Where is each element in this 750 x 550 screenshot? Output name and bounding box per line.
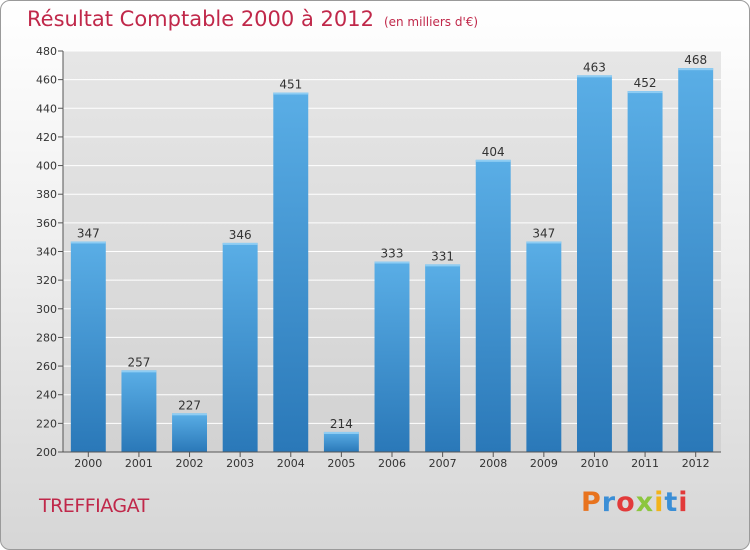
bar-highlight (273, 92, 309, 95)
y-tick-label: 320 (36, 274, 57, 287)
data-label: 347 (77, 226, 100, 240)
x-tick-label: 2009 (530, 457, 558, 470)
bar (172, 413, 208, 452)
x-axis: 2000 2001 2002 2003 2004 2005 2006 2007 2008 2009… (63, 451, 721, 470)
chart-title-text: Résultat Comptable 2000 à 2012 (27, 7, 374, 31)
x-tick-label: 2012 (682, 457, 710, 470)
bar-highlight (222, 242, 258, 245)
bar (323, 431, 359, 452)
chart-subtitle: (en milliers d'€) (383, 15, 479, 29)
y-tick-label: 460 (36, 74, 57, 87)
y-tick-label: 360 (36, 217, 57, 230)
bar (475, 159, 511, 453)
x-tick-label: 2000 (74, 457, 102, 470)
data-label: 227 (178, 398, 201, 412)
bar-highlight (374, 261, 410, 264)
bar-highlight (526, 241, 562, 244)
data-label: 347 (532, 226, 555, 240)
bar (374, 261, 410, 452)
y-tick-label: 340 (36, 246, 57, 259)
chart-title: Résultat Comptable 2000 à 2012 (en millie… (27, 7, 478, 31)
data-label: 331 (431, 249, 454, 263)
bar-highlight (425, 264, 461, 267)
x-tick-label: 2003 (226, 457, 254, 470)
x-tick-label: 2002 (176, 457, 204, 470)
bar-highlight (70, 241, 106, 244)
bar-highlight (576, 75, 612, 78)
data-label: 463 (583, 60, 606, 74)
data-label: 346 (229, 228, 252, 242)
data-label: 333 (381, 247, 404, 261)
x-tick-label: 2006 (378, 457, 406, 470)
x-tick-label: 2010 (580, 457, 608, 470)
data-label: 452 (634, 76, 657, 90)
data-label: 404 (482, 145, 505, 159)
bar-highlight (627, 91, 663, 94)
x-tick-label: 2005 (327, 457, 355, 470)
y-tick-label: 400 (36, 160, 57, 173)
y-tick-label: 260 (36, 360, 57, 373)
y-tick-label: 480 (36, 45, 57, 58)
y-tick-label: 200 (36, 446, 57, 459)
bar (70, 241, 106, 452)
bar (425, 264, 461, 452)
bar-highlight (475, 159, 511, 162)
bar (576, 75, 612, 452)
proxiti-logo: Proxiti (581, 487, 689, 518)
y-axis: 200 220 240 260 280 300 320 340 360 380 400 420 440 4… (36, 45, 64, 459)
bar (627, 91, 663, 452)
y-tick-label: 280 (36, 331, 57, 344)
y-tick-label: 240 (36, 389, 57, 402)
y-tick-label: 440 (36, 102, 57, 115)
bar-highlight (678, 68, 714, 71)
y-tick-label: 220 (36, 417, 57, 430)
y-tick-label: 300 (36, 303, 57, 316)
bar (273, 92, 309, 453)
bar-highlight (323, 431, 359, 434)
bars: 347 257 227 346 451 214 333 331 404 347 463 452 468 (70, 53, 714, 453)
x-tick-label: 2008 (479, 457, 507, 470)
bar (121, 370, 157, 452)
bar (222, 242, 258, 452)
x-tick-label: 2011 (631, 457, 659, 470)
bar (526, 241, 562, 452)
commune-name: TREFFIAGAT (39, 495, 149, 517)
data-label: 468 (684, 53, 707, 67)
y-tick-label: 380 (36, 188, 57, 201)
data-label: 214 (330, 417, 353, 431)
x-tick-label: 2007 (429, 457, 457, 470)
bar (678, 68, 714, 452)
y-tick-label: 420 (36, 131, 57, 144)
x-tick-label: 2004 (277, 457, 305, 470)
bar-highlight (172, 413, 208, 416)
data-label: 257 (127, 355, 150, 369)
bar-highlight (121, 370, 157, 373)
x-tick-label: 2001 (125, 457, 153, 470)
data-label: 451 (279, 78, 302, 92)
